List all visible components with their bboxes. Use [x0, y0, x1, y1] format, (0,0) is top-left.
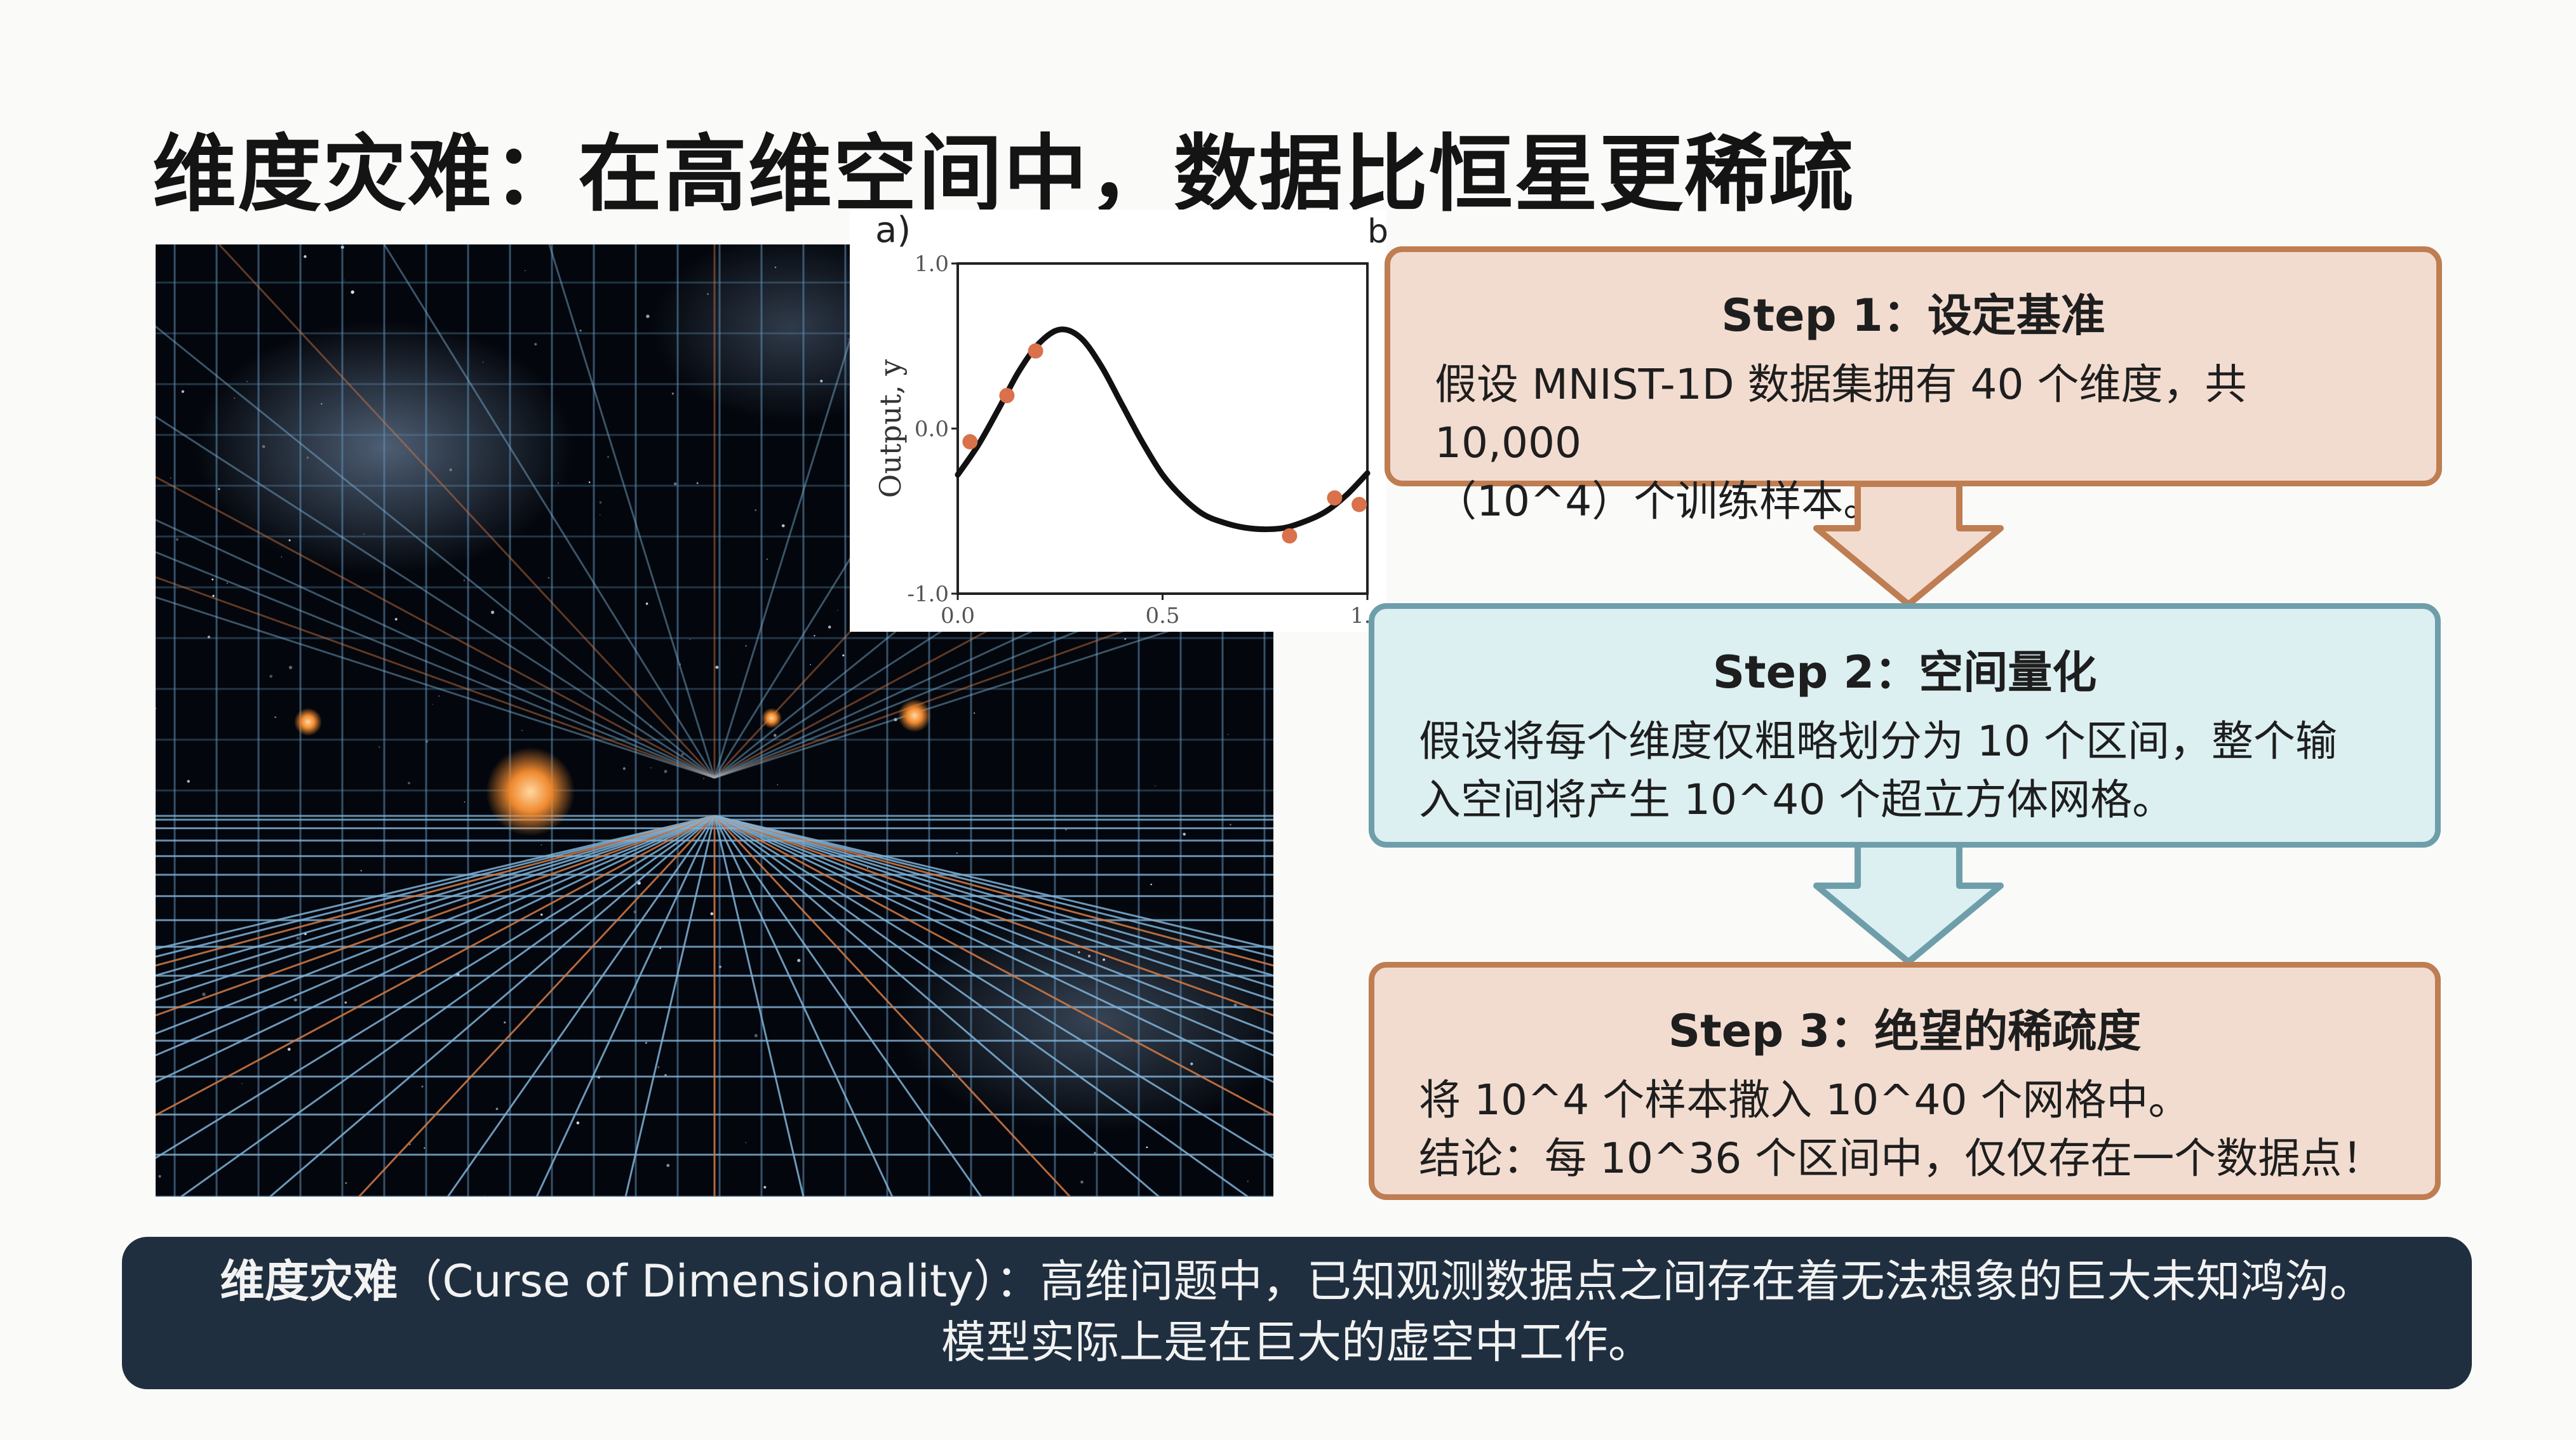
data-point — [1282, 528, 1298, 543]
star-orbs — [294, 699, 931, 836]
data-point — [1352, 497, 1367, 512]
summary-banner: 维度灾难（Curse of Dimensionality）：高维问题中，已知观测… — [122, 1237, 2472, 1389]
step-2-line-2: 入空间将产生 10^40 个超立方体网格。 — [1419, 775, 2175, 824]
step-1-heading: Step 1：设定基准 — [1721, 290, 2105, 342]
banner-line-1: 维度灾难（Curse of Dimensionality）：高维问题中，已知观测… — [147, 1251, 2446, 1312]
step-3-line-2: 结论：每 10^36 个区间中，仅仅存在一个数据点！ — [1419, 1134, 2384, 1183]
step-2-box: Step 2：空间量化 假设将每个维度仅粗略划分为 10 个区间，整个输 入空间… — [1369, 603, 2441, 848]
panel-label-a: a) — [875, 210, 911, 251]
data-point — [999, 388, 1015, 403]
step-1-box: Step 1：设定基准 假设 MNIST-1D 数据集拥有 40 个维度，共 1… — [1385, 246, 2442, 526]
series-line — [955, 326, 1371, 533]
function-chart: 1.0 0.0 -1.0 0.0 0.5 1.0 Output, y — [850, 210, 1386, 632]
step-3-box: Step 3：绝望的稀疏度 将 10^4 个样本撒入 10^40 个网格中。 结… — [1369, 962, 2441, 1200]
step-2-heading: Step 2：空间量化 — [1712, 646, 2097, 698]
data-point — [962, 434, 978, 450]
x-tick-label: 0.0 — [941, 603, 975, 629]
y-axis-label: Output, y — [873, 359, 908, 498]
down-arrow-icon — [1813, 844, 2004, 965]
y-tick-label: -1.0 — [907, 582, 949, 607]
down-arrow-icon — [1813, 484, 2004, 608]
data-point — [1028, 343, 1043, 359]
y-tick-label: 0.0 — [915, 417, 949, 442]
x-tick-label: 0.5 — [1145, 603, 1179, 629]
step-1-line-1: 假设 MNIST-1D 数据集拥有 40 个维度，共 10,000 — [1435, 360, 2247, 467]
step-3-line-1: 将 10^4 个样本撒入 10^40 个网格中。 — [1419, 1076, 2190, 1124]
banner-line-2: 模型实际上是在巨大的虚空中工作。 — [941, 1316, 1653, 1368]
banner-term: 维度灾难 — [220, 1255, 398, 1307]
data-point — [1327, 490, 1343, 506]
banner-definition: （Curse of Dimensionality）：高维问题中，已知观测数据点之… — [398, 1255, 2374, 1307]
y-tick-label: 1.0 — [915, 251, 949, 277]
step-1-line-2: （10^4）个训练样本。 — [1435, 477, 1886, 526]
step-2-line-1: 假设将每个维度仅粗略划分为 10 个区间，整个输 — [1419, 717, 2337, 766]
plot-frame — [956, 262, 1369, 595]
step-3-heading: Step 3：绝望的稀疏度 — [1668, 1005, 2142, 1057]
panel-label-b: b — [1367, 213, 1389, 251]
slide-title: 维度灾难：在高维空间中，数据比恒星更稀疏 — [152, 126, 1855, 223]
